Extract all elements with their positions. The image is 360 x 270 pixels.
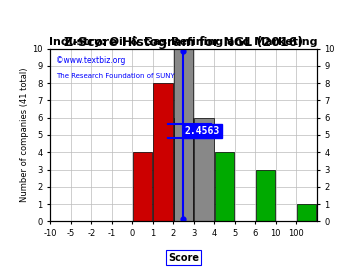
Bar [174, 49, 193, 221]
Bar [256, 170, 275, 221]
Text: Industry: Oil & Gas Refining and Marketing: Industry: Oil & Gas Refining and Marketi… [49, 37, 318, 47]
Title: Z-Score Histogram for NGL (2016): Z-Score Histogram for NGL (2016) [64, 36, 303, 49]
Bar [174, 118, 193, 221]
Text: 2.4563: 2.4563 [185, 126, 220, 136]
Bar [133, 152, 152, 221]
Y-axis label: Number of companies (41 total): Number of companies (41 total) [21, 68, 30, 202]
Bar [194, 118, 214, 221]
Text: Score: Score [168, 252, 199, 262]
Bar [297, 204, 316, 221]
Text: ©www.textbiz.org: ©www.textbiz.org [56, 56, 125, 65]
Bar [153, 83, 173, 221]
Text: The Research Foundation of SUNY: The Research Foundation of SUNY [56, 73, 175, 79]
Bar [215, 152, 234, 221]
